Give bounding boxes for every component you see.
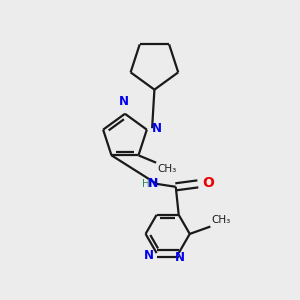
- Text: H: H: [142, 179, 149, 189]
- Text: N: N: [148, 177, 158, 190]
- Text: N: N: [152, 122, 162, 135]
- Text: CH₃: CH₃: [158, 164, 177, 174]
- Text: O: O: [202, 176, 214, 190]
- Text: N: N: [118, 95, 128, 108]
- Text: CH₃: CH₃: [212, 215, 231, 225]
- Text: N: N: [175, 251, 185, 264]
- Text: N: N: [144, 249, 154, 262]
